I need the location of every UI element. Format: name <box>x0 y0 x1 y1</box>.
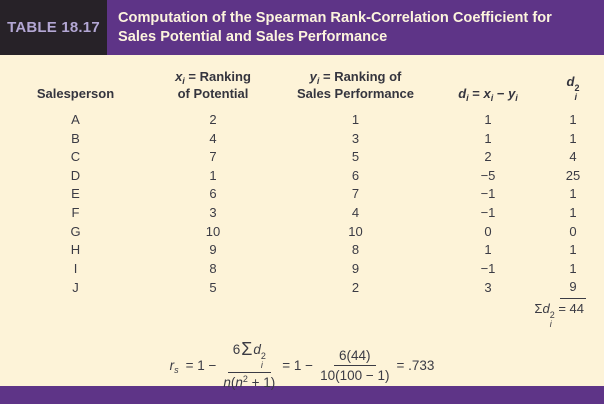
col-header-x: xi = Ranking of Potential <box>175 69 251 101</box>
y-cell: 10 <box>348 223 363 239</box>
y-cell: 2 <box>351 280 360 296</box>
x-cell: 1 <box>209 167 217 183</box>
table-row: G 10 10 0 0 <box>8 223 598 242</box>
d2-cell: 1 <box>569 242 577 258</box>
d-cell: 0 <box>484 223 492 239</box>
table-row: D 1 6 −5 25 <box>8 167 598 186</box>
figure-title-line1: Computation of the Spearman Rank-Correla… <box>118 10 552 26</box>
d-cell: −1 <box>480 186 496 202</box>
sum-rule: 9 <box>560 278 586 299</box>
x-cell: 5 <box>209 280 217 296</box>
d-cell: 1 <box>484 242 492 258</box>
spearman-formula: rs = 1 − 6Σd 2 i n(n2 + 1) = 1 − 6(44) 10(… <box>0 338 604 390</box>
x-cell: 9 <box>209 242 217 258</box>
d2-cell: 25 <box>565 167 581 183</box>
table-row: C 7 5 2 4 <box>8 148 598 167</box>
formula-result: = .733 <box>396 358 435 374</box>
figure-title: Computation of the Spearman Rank-Correla… <box>107 0 604 55</box>
y-cell: 8 <box>351 242 360 258</box>
table-row: A 2 1 1 1 <box>8 111 598 130</box>
table-row: E 6 7 −1 1 <box>8 185 598 204</box>
fraction-numeric: 6(44) 10(100 − 1) <box>320 348 390 384</box>
d2-cell: 9 <box>548 278 598 299</box>
d2-cell: 1 <box>569 130 577 146</box>
salesperson-cell: C <box>70 149 81 165</box>
sum-value: 44 <box>569 300 584 316</box>
y-cell: 3 <box>351 130 360 146</box>
col-header-y: yi = Ranking of Sales Performance <box>296 69 415 101</box>
d-cell: −1 <box>480 204 496 220</box>
d2-cell: 1 <box>569 204 577 220</box>
d-cell: 1 <box>484 112 492 127</box>
d-cell: −1 <box>480 260 496 276</box>
col-header-d: di = xi − yi <box>458 86 518 103</box>
d2-cell: 1 <box>569 260 577 276</box>
x-cell: 7 <box>209 149 217 165</box>
table-row: B 4 3 1 1 <box>8 130 598 149</box>
formula-equals-1: = 1 − <box>185 358 217 374</box>
salesperson-cell: E <box>71 186 80 202</box>
spearman-table: Salesperson xi = Ranking of Potential yi… <box>8 68 598 329</box>
y-cell: 1 <box>351 112 360 127</box>
salesperson-cell: I <box>73 260 78 276</box>
salesperson-cell: G <box>70 223 81 239</box>
sigma-symbol: Σ <box>534 300 543 316</box>
col-header-salesperson: Salesperson <box>36 86 115 101</box>
d-cell: −5 <box>480 167 496 183</box>
x-cell: 2 <box>209 112 217 127</box>
figure-body: Salesperson xi = Ranking of Potential yi… <box>0 55 604 390</box>
salesperson-cell: F <box>71 204 80 220</box>
x-cell: 10 <box>205 223 221 239</box>
table-figure: TABLE 18.17 Computation of the Spearman … <box>0 0 604 404</box>
y-cell: 9 <box>351 260 360 276</box>
sum-row: Σd 2 i = 44 <box>8 299 598 329</box>
salesperson-cell: D <box>70 167 81 183</box>
x-cell: 3 <box>209 204 217 220</box>
x-cell: 8 <box>209 260 217 276</box>
table-number-tag: TABLE 18.17 <box>0 0 107 55</box>
salesperson-cell: H <box>70 242 81 258</box>
d2-cell: 1 <box>569 186 577 202</box>
y-cell: 5 <box>351 149 360 165</box>
table-row: J 5 2 3 9 <box>8 278 598 299</box>
y-cell: 6 <box>351 167 360 183</box>
table-row: F 3 4 −1 1 <box>8 204 598 223</box>
formula-lhs: rs <box>169 358 179 376</box>
d-cell: 2 <box>484 149 492 165</box>
sum-of-d-squared: Σd 2 i = 44 <box>534 300 584 329</box>
d-cell: 1 <box>484 130 492 146</box>
salesperson-cell: A <box>71 112 80 127</box>
fraction-symbolic: 6Σd 2 i n(n2 + 1) <box>223 338 276 390</box>
x-cell: 4 <box>209 130 217 146</box>
table-header-row: Salesperson xi = Ranking of Potential yi… <box>8 68 598 111</box>
d2-cell: 0 <box>569 223 577 239</box>
bottom-accent-bar <box>0 386 604 404</box>
x-cell: 6 <box>209 186 217 202</box>
y-cell: 4 <box>351 204 360 220</box>
table-number: TABLE 18.17 <box>7 19 100 36</box>
figure-header: TABLE 18.17 Computation of the Spearman … <box>0 0 604 55</box>
figure-title-line2: Sales Potential and Sales Performance <box>118 29 388 45</box>
d-cell: 3 <box>484 280 492 296</box>
table-row: H 9 8 1 1 <box>8 241 598 260</box>
table-row: I 8 9 −1 1 <box>8 260 598 279</box>
d2-cell: 4 <box>569 149 577 165</box>
y-cell: 7 <box>351 186 360 202</box>
sigma-symbol: Σ <box>241 338 253 359</box>
salesperson-cell: J <box>72 280 79 296</box>
salesperson-cell: B <box>71 130 80 146</box>
formula-equals-2: = 1 − <box>282 358 314 374</box>
d2-cell: 1 <box>569 112 577 127</box>
